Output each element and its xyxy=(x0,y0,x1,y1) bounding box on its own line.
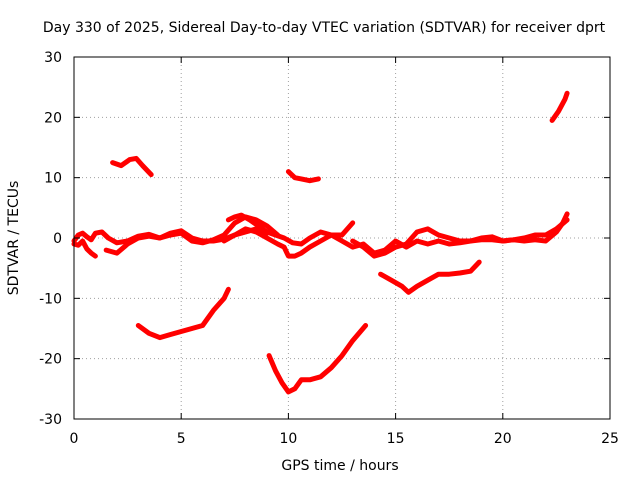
series-trace-13 xyxy=(378,259,482,295)
x-tick-label: 5 xyxy=(177,431,186,447)
x-tick-label: 15 xyxy=(387,431,405,447)
chart-title: Day 330 of 2025, Sidereal Day-to-day VTE… xyxy=(43,20,606,36)
y-tick-label: 0 xyxy=(53,231,62,247)
y-tick-label: 10 xyxy=(44,171,62,187)
x-tick-label: 20 xyxy=(494,431,512,447)
x-tick-label: 10 xyxy=(279,431,297,447)
y-axis-label: SDTVAR / TECUs xyxy=(6,181,22,296)
x-tick-label: 25 xyxy=(601,431,619,447)
series-trace-7 xyxy=(382,211,570,253)
axis-ticks: 0 5 10 15 20 25 -30 -20 -10 0 10 20 30 xyxy=(39,50,619,447)
y-tick-label: -30 xyxy=(39,412,62,428)
y-tick-label: -10 xyxy=(39,291,62,307)
series-trace-2 xyxy=(71,238,98,259)
series-trace-10 xyxy=(549,90,570,123)
y-tick-label: -20 xyxy=(39,352,62,368)
y-tick-label: 20 xyxy=(44,110,62,126)
series-trace-8 xyxy=(110,155,154,178)
series-trace-12 xyxy=(266,323,369,395)
series-trace-5 xyxy=(221,226,388,259)
series-trace-9 xyxy=(285,169,321,184)
series-trace-11 xyxy=(135,286,231,341)
series-trace-4 xyxy=(225,212,356,247)
x-axis-label: GPS time / hours xyxy=(281,458,398,474)
data-series xyxy=(71,90,570,395)
y-tick-label: 30 xyxy=(44,50,62,66)
x-tick-label: 0 xyxy=(70,431,79,447)
